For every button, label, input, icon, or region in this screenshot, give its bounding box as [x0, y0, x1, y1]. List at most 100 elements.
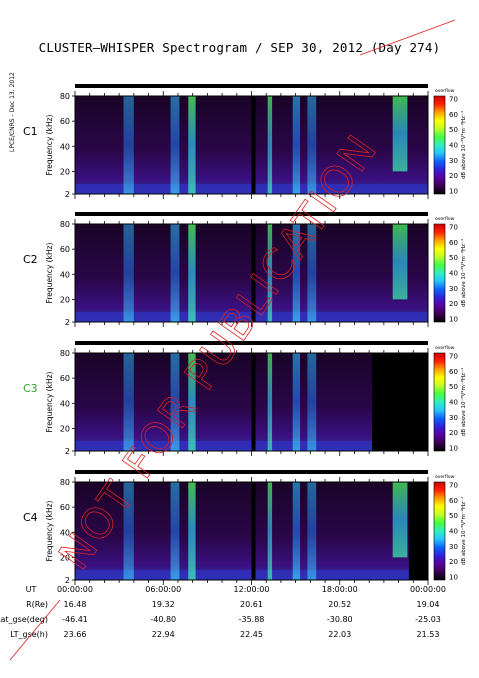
ephemeris-value: 23.66	[64, 630, 87, 639]
colorbar-tick-label: 30	[449, 543, 458, 551]
no-data-region	[408, 482, 428, 580]
colorbar-tick-label: 20	[449, 300, 458, 308]
burst-mark	[292, 96, 301, 194]
ephemeris-value: 20.61	[240, 600, 263, 609]
burst-mark	[392, 96, 408, 172]
burst-mark	[392, 224, 408, 300]
chart-title: CLUSTER–WHISPER Spectrogram / SEP 30, 20…	[38, 40, 441, 55]
colorbar	[433, 95, 446, 195]
colorbar-tick-label: 10	[449, 316, 458, 324]
colorbar-tick-label: 50	[449, 126, 458, 134]
data-gap	[251, 224, 256, 322]
colorbar-tick-label: 30	[449, 285, 458, 293]
ephemeris-value: 19.04	[417, 600, 440, 609]
x-tick-label: 00:00:00	[57, 585, 93, 594]
y-axis-label: Frequency (kHz)	[45, 500, 54, 561]
x-tick-label: 00:00:00	[410, 585, 446, 594]
colorbar-tick-label: 50	[449, 254, 458, 262]
burst-mark	[267, 482, 273, 580]
footer-row-label: R(Re)	[26, 600, 48, 609]
ephemeris-value: -35.88	[239, 615, 265, 624]
colorbar-tick-label: 50	[449, 512, 458, 520]
colorbar	[433, 223, 446, 323]
y-tick-label: 2	[65, 447, 70, 456]
watermark-stroke	[9, 599, 61, 661]
burst-mark	[123, 96, 134, 194]
satellite-label: C2	[23, 253, 38, 266]
burst-mark	[267, 96, 273, 194]
ephemeris-value: 22.94	[152, 630, 175, 639]
colorbar-tick-label: 70	[449, 96, 458, 104]
burst-mark	[188, 96, 196, 194]
data-gap	[251, 96, 256, 194]
y-tick-label: 20	[60, 295, 70, 304]
y-tick-label: 80	[60, 220, 70, 229]
panel-header-bar	[75, 84, 428, 88]
burst-mark	[292, 482, 301, 580]
panel-c1: 80 60 40 20 2 Frequency (kHz) C1 overflow 70 60 50…	[23, 84, 467, 199]
y-tick-label: 40	[60, 142, 70, 151]
colorbar-tick-label: 70	[449, 353, 458, 361]
colorbar	[433, 481, 446, 581]
y-tick-label: 40	[60, 399, 70, 408]
colorbar-overflow-label: overflow	[435, 88, 455, 94]
colorbar-tick-label: 30	[449, 414, 458, 422]
colorbar-tick-label: 40	[449, 399, 458, 407]
burst-mark	[123, 353, 134, 451]
data-gap	[251, 353, 256, 451]
y-axis-label: Frequency (kHz)	[45, 242, 54, 303]
ephemeris-value: 22.45	[240, 630, 263, 639]
colorbar-tick-label: 70	[449, 482, 458, 490]
y-tick-label: 80	[60, 349, 70, 358]
burst-mark	[170, 353, 180, 451]
y-tick-label: 2	[65, 190, 70, 199]
burst-mark	[307, 96, 317, 194]
burst-mark	[267, 224, 273, 322]
panel-header-bar	[75, 470, 428, 474]
panel-header-bar	[75, 212, 428, 216]
y-tick-label: 80	[60, 478, 70, 487]
footer-row-label: Lat_gse(deg)	[0, 615, 48, 624]
y-tick-label: 40	[60, 528, 70, 537]
colorbar-tick-label: 50	[449, 383, 458, 391]
colorbar-tick-label: 20	[449, 429, 458, 437]
y-axis-label: Frequency (kHz)	[45, 114, 54, 175]
colorbar-unit-label: dB above 10⁻⁸V²m⁻²Hz⁻¹	[460, 239, 467, 307]
watermark-stroke	[359, 19, 456, 56]
y-tick-label: 2	[65, 318, 70, 327]
burst-mark	[123, 224, 134, 322]
burst-mark	[188, 224, 196, 322]
burst-mark	[307, 482, 317, 580]
y-tick-label: 20	[60, 167, 70, 176]
ephemeris-value: -40.80	[150, 615, 176, 624]
ephemeris-value: -25.03	[415, 615, 441, 624]
y-tick-label: 60	[60, 245, 70, 254]
footer-row-label: LT_gse(h)	[10, 630, 48, 639]
y-tick-label: 60	[60, 374, 70, 383]
colorbar-tick-label: 60	[449, 497, 458, 505]
colorbar-tick-label: 20	[449, 558, 458, 566]
data-gap	[251, 482, 256, 580]
ephemeris-value: 19.32	[152, 600, 175, 609]
burst-mark	[267, 353, 273, 451]
x-tick-label: 18:00:00	[322, 585, 358, 594]
no-data-region	[372, 353, 428, 451]
y-tick-label: 60	[60, 503, 70, 512]
colorbar-tick-label: 40	[449, 528, 458, 536]
y-tick-label: 2	[65, 576, 70, 585]
ephemeris-value: 22.03	[328, 630, 351, 639]
colorbar-tick-label: 60	[449, 368, 458, 376]
y-tick-label: 60	[60, 117, 70, 126]
x-tick-label: 12:00:00	[234, 585, 270, 594]
colorbar-tick-label: 70	[449, 224, 458, 232]
y-tick-label: 80	[60, 92, 70, 101]
ephemeris-value: -30.80	[327, 615, 353, 624]
colorbar-unit-label: dB above 10⁻⁸V²m⁻²Hz⁻¹	[460, 497, 467, 565]
ephemeris-value: -46.41	[62, 615, 88, 624]
footer-row-label: UT	[26, 585, 37, 594]
burst-mark	[170, 224, 180, 322]
burst-mark	[307, 224, 317, 322]
colorbar-tick-label: 10	[449, 445, 458, 453]
y-tick-label: 20	[60, 553, 70, 562]
